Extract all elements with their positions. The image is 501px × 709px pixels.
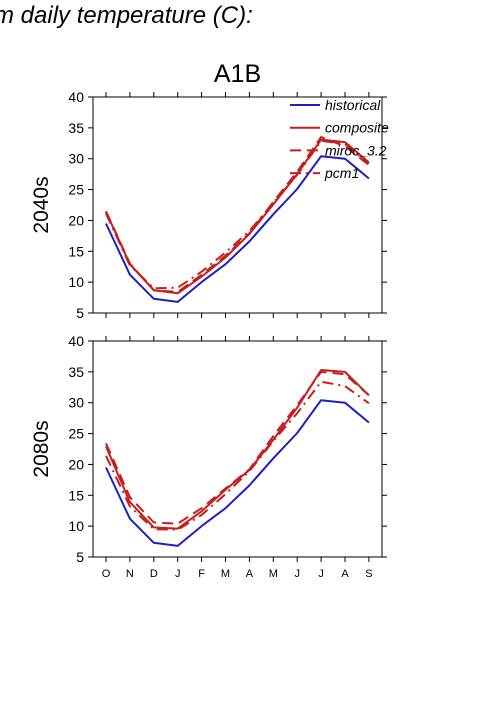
chart-title: A1B — [214, 60, 261, 88]
plot-frame-2 — [92, 340, 383, 558]
series-line-composite — [105, 138, 370, 295]
legend-label: historical — [325, 97, 381, 113]
x-tick-label: J — [175, 568, 181, 580]
x-tick-label: N — [126, 568, 134, 580]
series-line-composite — [105, 369, 370, 530]
x-tick-label: J — [294, 568, 300, 580]
x-tick-label: D — [150, 568, 158, 580]
x-tick-label: O — [102, 568, 111, 580]
series-line-miroc-3-2 — [105, 136, 370, 293]
y-tick-label: 35 — [68, 120, 84, 136]
series-line-miroc-3-2 — [105, 370, 370, 525]
y-tick-label: 35 — [68, 364, 84, 380]
y-tick-label: 15 — [68, 487, 84, 503]
y-tick-label: 10 — [68, 518, 84, 534]
legend-label: pcm1 — [324, 165, 359, 181]
x-tick-label: M — [221, 568, 230, 580]
y-tick-label: 20 — [68, 212, 84, 228]
x-tick-label: M — [269, 568, 278, 580]
x-tick-label: A — [246, 568, 254, 580]
y-tick-label: 15 — [68, 243, 84, 259]
x-tick-label: F — [198, 568, 205, 580]
x-tick-label: J — [318, 568, 324, 580]
y-tick-label: 30 — [68, 395, 84, 411]
page-title: m daily temperature (C): — [0, 2, 253, 29]
y-tick-label: 40 — [68, 89, 84, 105]
y-tick-label: 40 — [68, 333, 84, 349]
legend-label: composite — [325, 120, 389, 136]
x-tick-label: A — [341, 568, 349, 580]
y-tick-label: 25 — [68, 182, 84, 198]
y-axis-label-1: 2040s — [30, 176, 53, 233]
x-tick-label: S — [365, 568, 372, 580]
plot-frame-1 — [92, 96, 383, 314]
series-line-pcm1 — [105, 380, 370, 531]
y-tick-label: 5 — [76, 305, 84, 321]
series-line-pcm1 — [105, 139, 370, 290]
series-line-historical — [105, 399, 370, 547]
y-tick-label: 20 — [68, 456, 84, 472]
y-tick-label: 10 — [68, 274, 84, 290]
legend-label: miroc_3.2 — [325, 142, 387, 158]
y-tick-label: 30 — [68, 151, 84, 167]
y-axis-label-2: 2080s — [30, 420, 53, 477]
series-line-historical — [105, 155, 370, 303]
y-tick-label: 5 — [76, 549, 84, 565]
y-tick-label: 25 — [68, 426, 84, 442]
